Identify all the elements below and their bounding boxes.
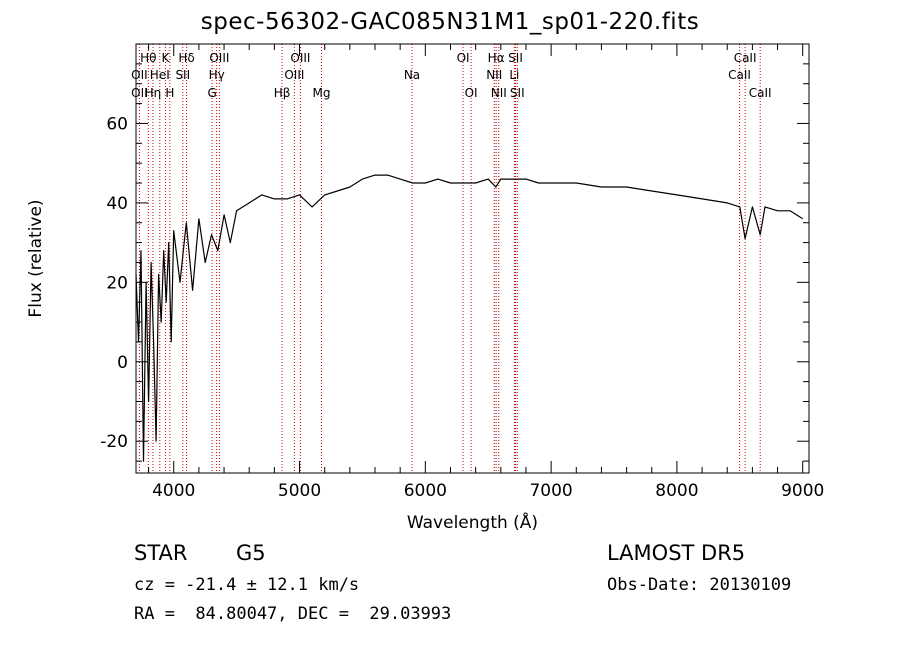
object-subclass: G5 (236, 541, 266, 565)
x-tick-label: 8000 (655, 481, 698, 501)
x-tick-label: 5000 (278, 481, 321, 501)
feature-label: K (161, 51, 170, 65)
feature-label: SII (510, 86, 525, 100)
feature-label: G (207, 86, 216, 100)
y-tick-label: 20 (106, 273, 128, 293)
feature-label: Hα (488, 51, 505, 65)
plot-frame (135, 43, 810, 474)
object-class: STAR (134, 541, 188, 565)
y-tick-label: 60 (106, 114, 128, 134)
feature-label: SII (175, 68, 190, 82)
feature-label: Hθ (140, 51, 156, 65)
feature-label: Li (509, 68, 519, 82)
x-tick-label: 9000 (781, 481, 824, 501)
feature-label: H (165, 86, 174, 100)
y-axis-label: Flux (relative) (26, 199, 46, 317)
survey-name: LAMOST DR5 (607, 541, 746, 565)
feature-label: OI (465, 86, 478, 100)
y-tick-label: -20 (100, 432, 128, 452)
x-axis-label: Wavelength (Å) (407, 511, 538, 533)
feature-label: HeI (150, 68, 170, 82)
feature-label: CaII (734, 51, 757, 65)
chart-title: spec-56302-GAC085N31M1_sp01-220.fits (200, 9, 700, 35)
x-tick-label: 7000 (529, 481, 572, 501)
feature-label: OIII (284, 68, 304, 82)
x-tick-label: 4000 (152, 481, 195, 501)
feature-label: OIII (209, 51, 229, 65)
y-tick-label: 0 (117, 353, 128, 373)
obs-date-text: Obs-Date: 20130109 (607, 575, 792, 595)
feature-label: NII (486, 68, 502, 82)
feature-label: CaII (728, 68, 751, 82)
coords-text: RA = 84.80047, DEC = 29.03993 (134, 604, 452, 624)
y-tick-label: 40 (106, 194, 128, 214)
feature-label: Mg (313, 86, 331, 100)
spectrum-line (135, 174, 804, 462)
feature-label: Hδ (178, 51, 194, 65)
feature-label: Hγ (209, 68, 225, 82)
feature-label: Hβ (274, 86, 291, 100)
feature-label: OIII (290, 51, 310, 65)
feature-label: NII (491, 86, 507, 100)
feature-label: OI (457, 51, 470, 65)
x-tick-label: 6000 (404, 481, 447, 501)
feature-label: CaII (749, 86, 772, 100)
feature-label: OII (131, 86, 148, 100)
feature-label: OII (131, 68, 148, 82)
redshift-text: cz = -21.4 ± 12.1 km/s (134, 575, 360, 595)
feature-label: SII (508, 51, 523, 65)
feature-label: Hη (145, 86, 162, 100)
feature-label: Na (404, 68, 420, 82)
